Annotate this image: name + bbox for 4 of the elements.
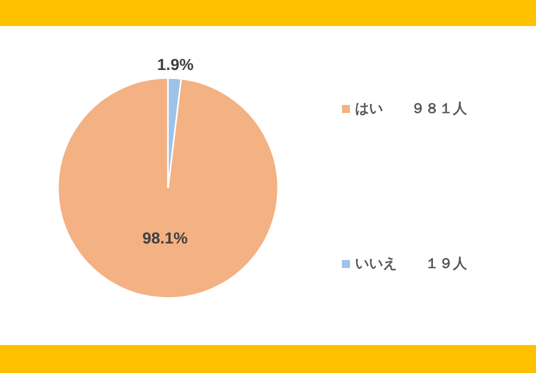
legend-label: はい ９８１人 xyxy=(355,100,468,116)
data-label: 98.1% xyxy=(142,230,188,248)
legend-label: いいえ １９人 xyxy=(355,255,468,271)
data-label: 1.9% xyxy=(157,57,194,74)
